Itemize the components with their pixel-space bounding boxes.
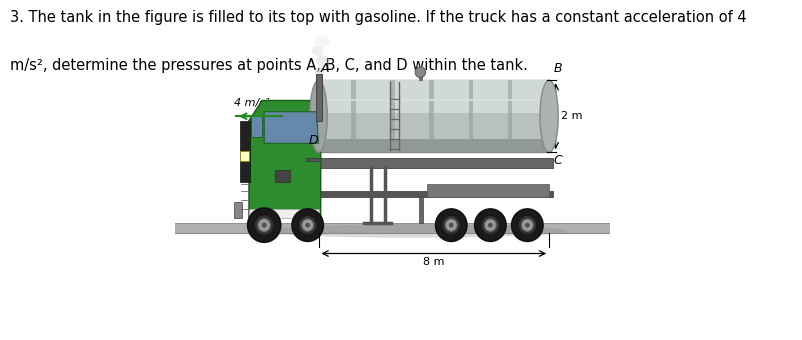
Text: m/s², determine the pressures at points A, B, C, and D within the tank.: m/s², determine the pressures at points …: [10, 58, 528, 73]
Circle shape: [445, 219, 457, 231]
Bar: [275, 170, 290, 182]
Circle shape: [525, 223, 529, 227]
Circle shape: [481, 216, 500, 235]
Ellipse shape: [310, 80, 327, 152]
Bar: [318, 80, 549, 152]
Bar: [249, 208, 318, 218]
Bar: [316, 73, 322, 121]
Text: C: C: [553, 154, 562, 168]
Circle shape: [254, 215, 274, 235]
Bar: [175, 223, 632, 233]
Bar: [318, 190, 553, 197]
Bar: [508, 80, 512, 152]
Circle shape: [484, 219, 496, 231]
Ellipse shape: [312, 46, 324, 56]
Bar: [318, 80, 549, 113]
Bar: [419, 197, 423, 223]
Ellipse shape: [314, 35, 330, 47]
Ellipse shape: [262, 224, 566, 238]
Circle shape: [262, 223, 266, 227]
Text: 2 m: 2 m: [561, 111, 582, 121]
Circle shape: [475, 209, 506, 241]
Text: 4 m/s²: 4 m/s²: [233, 98, 269, 108]
Circle shape: [518, 216, 537, 235]
Polygon shape: [249, 101, 321, 121]
Bar: [419, 72, 422, 80]
Polygon shape: [264, 112, 318, 143]
Bar: [241, 151, 249, 161]
Text: 8 m: 8 m: [423, 257, 444, 267]
Ellipse shape: [316, 55, 330, 67]
Polygon shape: [249, 107, 321, 218]
Bar: [241, 121, 249, 182]
Circle shape: [435, 209, 467, 241]
Bar: [251, 116, 262, 136]
Circle shape: [512, 209, 543, 241]
Circle shape: [415, 67, 426, 78]
Bar: [430, 80, 434, 152]
Bar: [318, 139, 549, 152]
Circle shape: [449, 223, 453, 227]
Circle shape: [248, 208, 281, 242]
Text: A: A: [321, 62, 330, 75]
Circle shape: [302, 219, 314, 231]
Circle shape: [521, 219, 533, 231]
Circle shape: [442, 216, 460, 235]
Circle shape: [292, 209, 323, 241]
Circle shape: [298, 216, 317, 235]
Bar: [391, 80, 395, 152]
Circle shape: [488, 223, 492, 227]
Bar: [427, 184, 549, 197]
Ellipse shape: [314, 67, 324, 75]
Bar: [351, 80, 355, 152]
Text: D: D: [309, 134, 318, 147]
Bar: [233, 202, 241, 218]
Circle shape: [306, 223, 310, 227]
Circle shape: [258, 219, 270, 232]
Ellipse shape: [540, 80, 558, 152]
Text: 3. The tank in the figure is filled to its top with gasoline. If the truck has a: 3. The tank in the figure is filled to i…: [10, 10, 746, 25]
Bar: [306, 158, 321, 161]
Bar: [468, 80, 473, 152]
Text: B: B: [553, 62, 562, 75]
Bar: [318, 158, 553, 168]
